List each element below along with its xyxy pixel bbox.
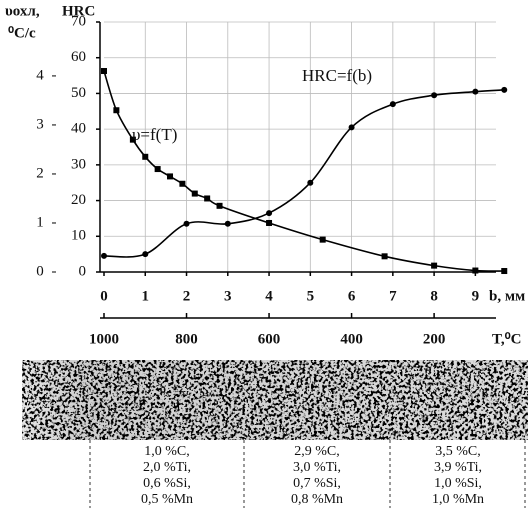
point (319, 236, 326, 243)
point (472, 267, 479, 274)
x2-axis-label: T,⁰C (492, 331, 522, 347)
composition-label: 0,5 %Mn (141, 492, 193, 507)
point (101, 68, 107, 75)
point (472, 88, 479, 95)
x-tick-label: 4 (265, 288, 273, 304)
y2-tick-label: 1 (36, 214, 44, 230)
composition-label: 3,5 %C, (435, 444, 481, 459)
x-tick-label: 0 (100, 288, 108, 304)
x-tick-label: 7 (389, 288, 397, 304)
y-tick-label: 0 (79, 263, 87, 279)
x-tick-label: 8 (430, 288, 438, 304)
composition-label: 1,0 %Mn (432, 492, 484, 507)
x2-tick-label: 600 (258, 331, 281, 347)
y-tick-label: 30 (71, 156, 86, 172)
point (154, 166, 161, 173)
x2-tick-label: 200 (423, 331, 446, 347)
y-tick-label: 40 (71, 121, 86, 137)
x2-tick-label: 800 (175, 331, 198, 347)
y2-tick-label: 0 (36, 263, 44, 279)
y-tick-label: 10 (71, 228, 86, 244)
point (266, 210, 273, 217)
point (183, 220, 190, 227)
series-annotation: υ=f(T) (132, 125, 177, 144)
x-tick-label: 3 (224, 288, 232, 304)
y-tick-label: 60 (71, 49, 86, 65)
series-annotation: HRC=f(b) (302, 66, 372, 85)
point (501, 268, 508, 275)
x-tick-label: 9 (472, 288, 480, 304)
point (101, 252, 107, 259)
point (501, 86, 508, 93)
x-tick-label: 6 (348, 288, 356, 304)
composition-label: 1,0 %Si, (434, 476, 482, 491)
composition-label: 0,6 %Si, (143, 476, 191, 491)
point (348, 124, 355, 131)
y2-tick-label: 2 (36, 165, 44, 181)
composition-label: 3,0 %Ti, (293, 460, 341, 475)
micrograph-texture (22, 360, 528, 440)
point (142, 251, 149, 258)
point (266, 219, 273, 226)
point (431, 92, 438, 99)
x-tick-label: 1 (142, 288, 150, 304)
point (167, 173, 174, 180)
point (381, 253, 388, 260)
composition-label: 2,0 %Ti, (143, 460, 191, 475)
point (431, 262, 438, 269)
point (179, 180, 186, 187)
y2-tick-label: 4 (36, 67, 44, 83)
point (389, 101, 396, 108)
x2-tick-label: 1000 (89, 331, 119, 347)
y-tick-label: 70 (71, 13, 86, 29)
x2-tick-label: 400 (340, 331, 363, 347)
composition-label: 0,7 %Si, (293, 476, 341, 491)
point (204, 195, 211, 202)
composition-label: 2,9 %C, (294, 444, 340, 459)
y-axis-label: HRC (62, 3, 95, 19)
point (129, 136, 136, 143)
composition-label: 0,8 %Mn (291, 492, 343, 507)
y-tick-label: 20 (71, 192, 86, 208)
point (307, 179, 314, 186)
point (216, 202, 223, 209)
x-axis-label: b, мм (489, 288, 525, 304)
y2-tick-label: 3 (36, 116, 44, 132)
composition-label: 1,0 %C, (144, 444, 190, 459)
point (191, 190, 198, 197)
x-tick-label: 5 (307, 288, 315, 304)
x-tick-label: 2 (183, 288, 191, 304)
point (113, 107, 120, 114)
series-line (103, 70, 505, 272)
point (224, 220, 231, 227)
y2-axis-label: υохл, (5, 3, 40, 19)
y2-axis-label: ⁰С/с (8, 25, 36, 41)
y-tick-label: 50 (71, 85, 86, 101)
composition-label: 3,9 %Ti, (434, 460, 482, 475)
point (142, 153, 149, 160)
